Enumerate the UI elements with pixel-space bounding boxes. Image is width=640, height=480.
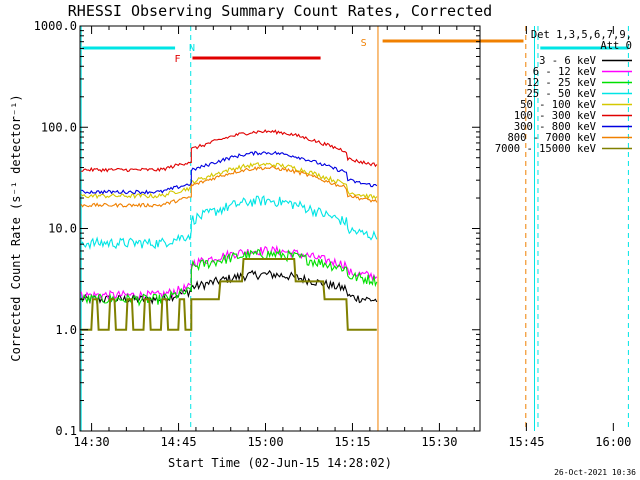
flag-label-n: N — [189, 43, 195, 54]
series-line-2 — [536, 237, 629, 275]
series-line-4 — [536, 171, 629, 253]
y-tick-label: 1.0 — [55, 323, 77, 337]
series-line-6 — [81, 129, 378, 173]
series-line-3 — [536, 238, 629, 289]
series-line-5 — [80, 162, 378, 200]
y-tick-label: 0.1 — [55, 424, 77, 438]
legend-entry-label: 50 - 100 keV — [520, 99, 597, 111]
chart-title: RHESSI Observing Summary Count Rates, Co… — [68, 2, 492, 20]
legend-entry-label: 100 - 300 keV — [514, 110, 597, 122]
series-line-9 — [81, 258, 377, 331]
legend-entry-label: 7000 - 15000 keV — [495, 143, 597, 155]
x-tick-label: 15:45 — [508, 435, 544, 449]
series-line-9 — [536, 259, 629, 299]
legend-entry-label: 800 - 7000 keV — [507, 132, 596, 144]
series-line-4 — [80, 195, 378, 251]
x-tick-label: 15:15 — [334, 435, 370, 449]
flag-label-s: S — [361, 38, 367, 49]
series-line-1 — [80, 269, 378, 305]
legend-entry-label: 12 - 25 keV — [526, 77, 596, 89]
legend-entry-label: 25 - 50 keV — [526, 88, 596, 100]
legend-title-line: Att 0 — [600, 40, 632, 52]
x-tick-label: 15:30 — [421, 435, 457, 449]
series-line-5 — [536, 155, 629, 201]
series-line-3 — [80, 248, 378, 307]
legend-entry-label: 3 - 6 keV — [539, 55, 597, 67]
y-tick-label: 100.0 — [41, 120, 77, 134]
x-axis-label: Start Time (02-Jun-15 14:28:02) — [168, 456, 392, 470]
legend-entry-label: 300 - 800 keV — [514, 121, 597, 133]
series-line-8 — [80, 165, 378, 209]
x-tick-label: 16:00 — [595, 435, 631, 449]
y-tick-label: 10.0 — [48, 222, 77, 236]
legend-title-line: Det 1,3,5,6,7,9, — [531, 29, 632, 41]
legend-entry-label: 6 - 12 keV — [533, 66, 597, 78]
x-tick-label: 14:30 — [74, 435, 110, 449]
y-tick-label: 1000.0 — [34, 19, 77, 33]
x-tick-label: 14:45 — [160, 435, 196, 449]
footer-date: 26-Oct-2021 10:36 — [554, 468, 636, 477]
series-line-7 — [81, 150, 378, 195]
x-tick-label: 15:00 — [247, 435, 283, 449]
flag-label-f: F — [174, 54, 180, 65]
y-axis-label: Corrected Count Rate (s⁻¹ detector⁻¹) — [9, 94, 23, 361]
series-line-1 — [536, 242, 629, 275]
plot-frame — [79, 25, 481, 432]
